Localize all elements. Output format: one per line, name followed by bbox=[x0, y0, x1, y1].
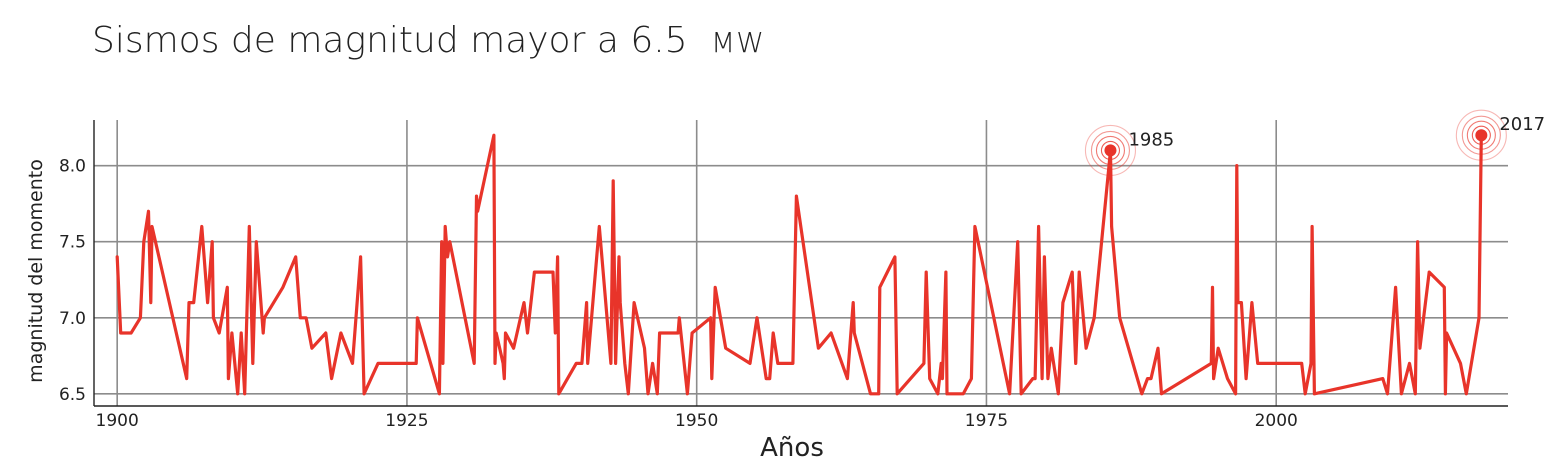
annotation-label: 1985 bbox=[1128, 129, 1174, 150]
chart-title-text: Sismos de magnitud mayor a 6.5 bbox=[92, 20, 688, 61]
annotation-label: 2017 bbox=[1499, 114, 1545, 135]
annotations: 1985 2017 bbox=[1084, 109, 1545, 176]
x-tick-label: 2000 bbox=[1255, 411, 1298, 431]
x-tick-label: 1900 bbox=[96, 411, 139, 431]
series-layer bbox=[115, 133, 1483, 396]
y-tick-label: 7.0 bbox=[59, 309, 86, 329]
y-tick-label: 8.0 bbox=[59, 157, 86, 177]
pulse-ring bbox=[1090, 130, 1131, 170]
x-tick-label: 1975 bbox=[965, 411, 1008, 431]
x-tick-label: 1925 bbox=[385, 411, 428, 431]
y-tick-label: 7.5 bbox=[59, 233, 86, 253]
series-line bbox=[115, 133, 1483, 396]
pulse-ring bbox=[1471, 125, 1491, 145]
pulse-ring bbox=[1084, 124, 1137, 176]
pulse-ring bbox=[1466, 120, 1496, 150]
annotation-marker: 2017 bbox=[1455, 109, 1545, 161]
grid bbox=[94, 120, 1508, 406]
annotation-point bbox=[1104, 144, 1117, 157]
chart-title: Sismos de magnitud mayor a 6.5 MW bbox=[92, 20, 765, 61]
x-axis-label: Años bbox=[760, 433, 824, 463]
tick-labels: 1900 1925 1950 1975 2000 6.5 7.0 7.5 8.0 bbox=[59, 157, 1298, 431]
annotation-marker: 1985 bbox=[1084, 124, 1174, 176]
axes bbox=[93, 120, 1508, 407]
pulse-ring bbox=[1100, 140, 1121, 160]
pulse-ring bbox=[1455, 109, 1507, 161]
chart-title-unit: MW bbox=[711, 26, 765, 59]
pulse-ring bbox=[1461, 115, 1501, 155]
x-tick-label: 1950 bbox=[675, 411, 718, 431]
pulse-ring bbox=[1095, 135, 1126, 165]
y-axis-label: magnitud del momento bbox=[25, 159, 47, 383]
annotation-point bbox=[1475, 129, 1488, 142]
y-tick-label: 6.5 bbox=[59, 385, 86, 405]
